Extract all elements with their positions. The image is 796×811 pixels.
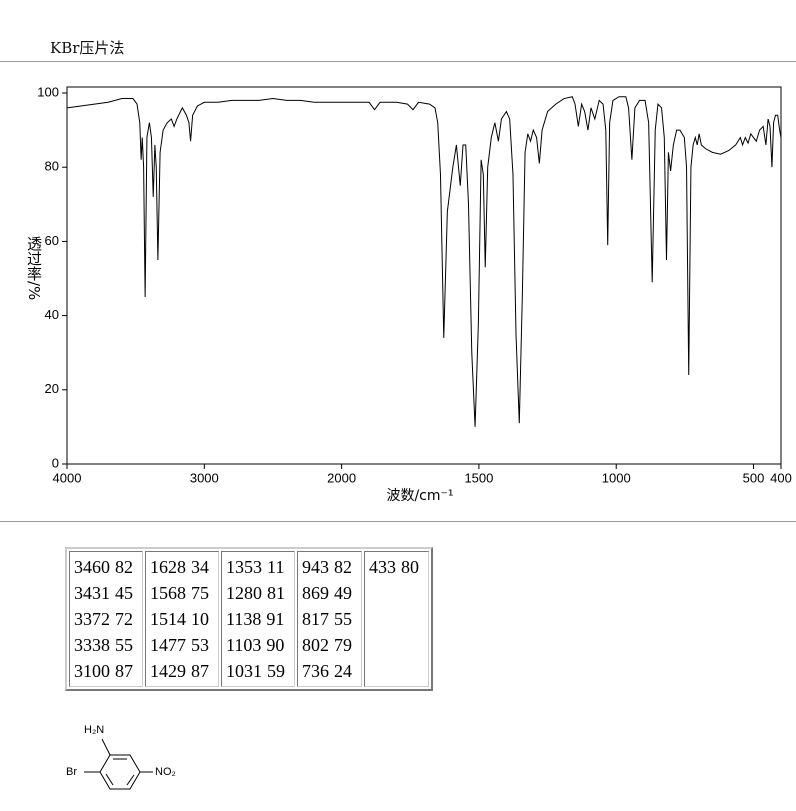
x-tick-label: 1500 <box>464 470 493 485</box>
table-column: 1353 11 1280 81 1138 91 1103 90 1031 59 <box>221 551 295 687</box>
wavenumber: 3100 <box>74 661 110 681</box>
y-tick-label: 100 <box>37 84 59 99</box>
x-tick-label: 500 <box>743 470 765 485</box>
peak-row: 1103 90 <box>226 632 290 658</box>
transmittance: 11 <box>267 557 285 577</box>
wavenumber: 3431 <box>74 583 110 603</box>
wavenumber: 1103 <box>226 635 262 655</box>
transmittance: 72 <box>115 609 133 629</box>
transmittance: 55 <box>115 635 133 655</box>
y-tick-label: 0 <box>52 455 59 470</box>
y-axis-label: 透过率/% <box>25 236 43 301</box>
chart: 波数/cm⁻¹ 0 20 40 60 80 100 4000 3000 2000 1500 1000… <box>37 84 792 504</box>
transmittance: 79 <box>334 635 352 655</box>
peak-row: 3100 87 <box>74 658 138 684</box>
transmittance: 91 <box>266 609 285 629</box>
wavenumber: 433 <box>369 557 396 577</box>
peak-row: 1568 75 <box>150 580 214 606</box>
table-column: 433 80 <box>364 551 429 687</box>
transmittance: 87 <box>191 661 209 681</box>
transmittance: 24 <box>334 661 352 681</box>
wavenumber: 3460 <box>74 557 110 577</box>
transmittance: 10 <box>191 609 209 629</box>
peak-table: 3460 82 3431 45 3372 72 3338 55 3100 87 1628 34 1568… <box>65 547 433 691</box>
peak-row: 3431 45 <box>74 580 138 606</box>
divider <box>0 61 796 62</box>
table-column: 1628 34 1568 75 1514 10 1477 53 1429 87 <box>145 551 219 687</box>
transmittance: 80 <box>401 557 419 577</box>
peak-row: 1477 53 <box>150 632 214 658</box>
y-tick-label: 20 <box>45 381 59 396</box>
peak-row: 817 55 <box>302 606 357 632</box>
peak-row: 869 49 <box>302 580 357 606</box>
x-tick-label: 4000 <box>53 470 82 485</box>
transmittance: 90 <box>266 635 285 655</box>
ring <box>84 738 153 790</box>
peak-row: 1628 34 <box>150 554 214 580</box>
transmittance: 81 <box>267 583 285 603</box>
wavenumber: 1477 <box>150 635 186 655</box>
wavenumber: 736 <box>302 661 329 681</box>
x-axis-label: 波数/cm⁻¹ <box>386 488 453 504</box>
peak-row: 1429 87 <box>150 658 214 684</box>
wavenumber: 1031 <box>226 661 262 681</box>
peak-row: 1138 91 <box>226 606 290 632</box>
peak-row: 3460 82 <box>74 554 138 580</box>
spectrum-line <box>66 96 782 427</box>
structure: H₂N Br NO₂ <box>66 724 176 790</box>
wavenumber: 943 <box>302 557 329 577</box>
wavenumber: 817 <box>302 609 329 629</box>
x-tick-label: 3000 <box>190 470 219 485</box>
plot-frame <box>66 86 782 465</box>
wavenumber: 1138 <box>226 609 262 629</box>
wavenumber: 1514 <box>150 609 186 629</box>
table-column: 943 82 869 49 817 55 802 79 736 24 <box>297 551 362 687</box>
transmittance: 55 <box>334 609 352 629</box>
x-tick-label: 2000 <box>327 470 356 485</box>
wavenumber: 1353 <box>226 557 262 577</box>
transmittance: 49 <box>334 583 352 603</box>
peak-row: 1280 81 <box>226 580 290 606</box>
group-label: H₂N <box>84 724 104 736</box>
wavenumber: 869 <box>302 583 329 603</box>
group-label: NO₂ <box>155 766 176 778</box>
transmittance: 53 <box>191 635 209 655</box>
peak-row: 943 82 <box>302 554 357 580</box>
wavenumber: 1568 <box>150 583 186 603</box>
wavenumber: 802 <box>302 635 329 655</box>
y-tick-label: 40 <box>45 307 59 322</box>
peak-row: 1031 59 <box>226 658 290 684</box>
peak-row: 3372 72 <box>74 606 138 632</box>
header-title: KBr压片法 <box>50 39 125 57</box>
transmittance: 82 <box>115 557 133 577</box>
transmittance: 87 <box>115 661 133 681</box>
wavenumber: 3338 <box>74 635 110 655</box>
peak-row: 802 79 <box>302 632 357 658</box>
table-column: 3460 82 3431 45 3372 72 3338 55 3100 87 <box>69 551 143 687</box>
wavenumber: 1429 <box>150 661 186 681</box>
peak-row: 736 24 <box>302 658 357 684</box>
transmittance: 45 <box>115 583 133 603</box>
transmittance: 59 <box>267 661 285 681</box>
wavenumber: 3372 <box>74 609 110 629</box>
peak-row: 1514 10 <box>150 606 214 632</box>
peak-row: 433 80 <box>369 554 424 580</box>
transmittance: 82 <box>334 557 352 577</box>
peak-row: 3338 55 <box>74 632 138 658</box>
group-label: Br <box>66 766 77 778</box>
wavenumber: 1628 <box>150 557 186 577</box>
x-tick-label: 1000 <box>602 470 631 485</box>
y-tick-label: 60 <box>45 233 59 248</box>
transmittance: 34 <box>191 557 209 577</box>
y-tick-label: 80 <box>45 159 59 174</box>
transmittance: 75 <box>191 583 209 603</box>
divider <box>0 521 796 522</box>
wavenumber: 1280 <box>226 583 262 603</box>
peak-row: 1353 11 <box>226 554 290 580</box>
x-tick-label: 400 <box>770 470 792 485</box>
